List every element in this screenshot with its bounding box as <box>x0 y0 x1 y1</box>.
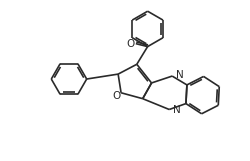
Text: N: N <box>176 70 183 80</box>
Text: O: O <box>126 39 134 49</box>
Text: N: N <box>172 105 180 115</box>
Text: O: O <box>112 91 120 101</box>
